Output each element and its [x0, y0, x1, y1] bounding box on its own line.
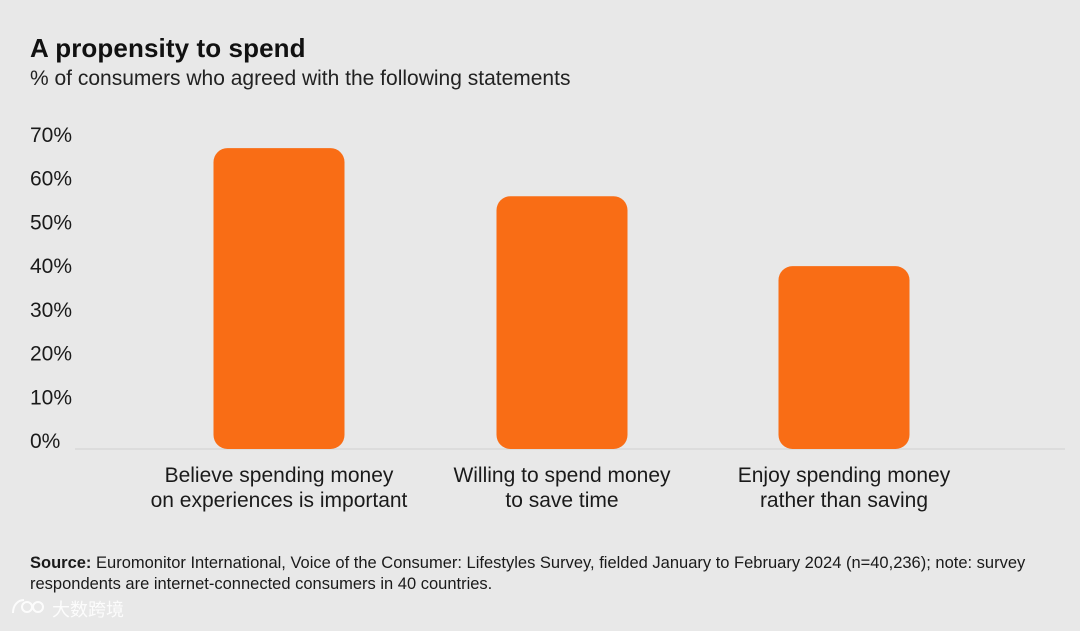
- bar: [778, 266, 910, 449]
- bar-chart: 0% 10% 20% 30% 40% 50% 60% 70% Believe spending…: [30, 124, 1065, 512]
- y-tick-label: 60%: [30, 168, 72, 191]
- x-category-label: to save time: [505, 489, 618, 512]
- y-tick-label: 10%: [30, 386, 72, 409]
- chart-subtitle: % of consumers who agreed with the follo…: [30, 67, 571, 90]
- x-category-label: Enjoy spending money: [738, 464, 951, 487]
- watermark: 大数跨境: [10, 596, 124, 622]
- chart-title: A propensity to spend: [30, 33, 306, 63]
- bar: [496, 196, 628, 449]
- y-tick-label: 70%: [30, 124, 72, 147]
- source-text: Euromonitor International, Voice of the …: [30, 554, 1026, 593]
- watermark-text: 大数跨境: [52, 600, 124, 621]
- x-category-label: Believe spending money: [165, 464, 394, 487]
- source-note: Source: Euromonitor International, Voice…: [30, 553, 1070, 595]
- x-category-label: Willing to spend money: [453, 464, 671, 487]
- y-tick-label: 30%: [30, 299, 72, 322]
- y-tick-label: 50%: [30, 211, 72, 234]
- x-category-label: rather than saving: [760, 489, 928, 512]
- watermark-logo-icon: [10, 597, 46, 622]
- bar: [213, 148, 345, 449]
- y-axis-ticks: 0% 10% 20% 30% 40% 50% 60% 70%: [30, 124, 72, 453]
- y-tick-label: 0%: [30, 430, 60, 453]
- bars: [213, 148, 910, 449]
- y-tick-label: 20%: [30, 343, 72, 366]
- x-category-label: on experiences is important: [151, 489, 408, 512]
- source-label: Source:: [30, 554, 92, 572]
- y-tick-label: 40%: [30, 255, 72, 278]
